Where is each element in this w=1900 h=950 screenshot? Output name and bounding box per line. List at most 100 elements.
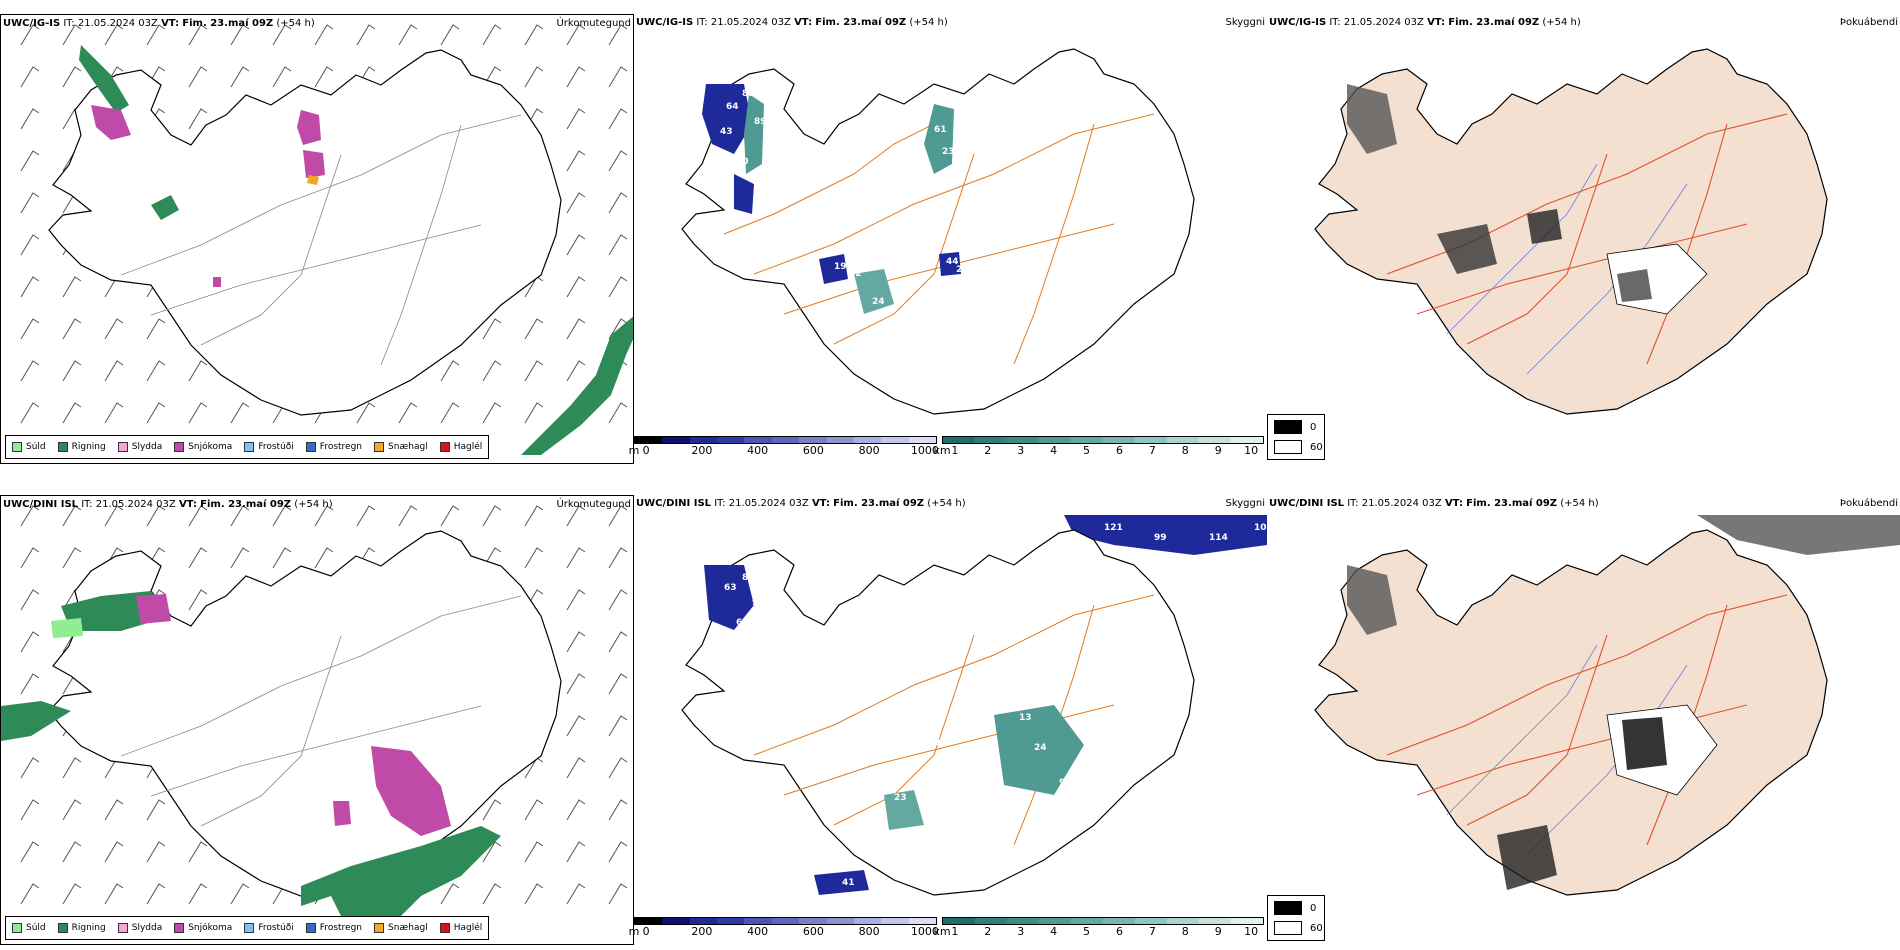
wind-barb xyxy=(272,505,292,527)
colorbar-segment xyxy=(908,918,936,924)
wind-barb xyxy=(20,108,40,130)
wind-barb xyxy=(524,547,544,569)
colorbar-segment xyxy=(662,437,690,443)
legend-item: Snæhagl xyxy=(374,923,428,933)
wind-barb xyxy=(482,402,502,424)
wind-barb xyxy=(62,841,82,863)
wind-barb xyxy=(608,192,628,214)
roads xyxy=(120,595,522,827)
wind-barb xyxy=(188,589,208,611)
legend-item: Snjókoma xyxy=(174,442,232,452)
fog-panel-row1: UWC/IG-IS IT: 21.05.2024 03Z VT: Fim. 23… xyxy=(1267,14,1900,464)
wind-barb xyxy=(104,799,124,821)
wind-barb xyxy=(356,505,376,527)
fog-legend-swatch xyxy=(1274,921,1302,935)
wind-barb xyxy=(566,715,586,737)
wind-barb xyxy=(272,24,292,46)
wind-barb xyxy=(314,66,334,88)
model-name: UWC/IG-IS xyxy=(636,17,694,28)
colorbar-segment xyxy=(1199,918,1231,924)
colorbar-tick-label: 200 xyxy=(691,925,713,938)
wind-barb xyxy=(62,547,82,569)
precip-map-row1 xyxy=(20,24,633,455)
cloud-value: 50 xyxy=(952,167,965,177)
wind-barb xyxy=(608,547,628,569)
wind-barb xyxy=(230,547,250,569)
wind-barb xyxy=(524,883,544,905)
legend-swatch xyxy=(439,923,450,933)
fog-blobs xyxy=(1347,565,1718,890)
wind-barb xyxy=(482,24,502,46)
legend-item: Frostregn xyxy=(305,923,362,933)
wind-barb xyxy=(230,24,250,46)
legend-label: Snjókoma xyxy=(188,923,233,933)
offshore-cloud xyxy=(1064,515,1267,555)
wind-barb xyxy=(272,66,292,88)
fog-legend-row1: 0 60 xyxy=(1267,414,1325,460)
colorbar-tick-label: 800 xyxy=(858,444,880,457)
wind-barb xyxy=(20,402,40,424)
legend-item: Snjókoma xyxy=(174,923,232,933)
wind-barb xyxy=(566,318,586,340)
cloud-value: 92 xyxy=(1059,778,1072,788)
visibility-panel-row2: 121991141056389996692231324925141 UWC/DI… xyxy=(634,495,1267,945)
cloud-value: 43 xyxy=(720,127,733,137)
wind-barb xyxy=(356,24,376,46)
lead-time: (+54 h) xyxy=(1542,17,1581,28)
wind-barb xyxy=(356,402,376,424)
panel-label: Skyggni xyxy=(1225,498,1265,509)
cloud-value: 64 xyxy=(726,102,739,112)
fog-legend-label: 60 xyxy=(1310,922,1323,934)
panel-title: UWC/DINI ISL IT: 21.05.2024 03Z VT: Fim.… xyxy=(636,498,966,509)
panel-label: Þokuábendi xyxy=(1839,17,1898,28)
colorbar-tick-label: 10 xyxy=(1244,444,1259,457)
wind-barb xyxy=(62,883,82,905)
legend-label: Rigning xyxy=(71,923,106,933)
fog-legend-swatch xyxy=(1274,440,1302,454)
iceland-coastline xyxy=(681,529,1195,896)
wind-barb xyxy=(62,360,82,382)
wind-barb xyxy=(230,66,250,88)
wind-barb xyxy=(524,505,544,527)
cloud-value: 99 xyxy=(752,598,765,608)
cloud-base-colorbar-row1: m 0 200 400 600 800 1000 xyxy=(629,436,939,457)
visibility-map-row2: 121991141056389996692231324925141 xyxy=(681,515,1267,896)
vt-value: Fim. 23.maí 09Z xyxy=(200,499,292,510)
legend-item: Rigning xyxy=(57,442,106,452)
precip-blobs xyxy=(1,591,501,936)
cloud-value: 24 xyxy=(1034,743,1047,753)
wind-barb xyxy=(398,24,418,46)
legend-item: Frostúði xyxy=(244,923,294,933)
wind-barb xyxy=(608,318,628,340)
wind-barb xyxy=(20,547,40,569)
it-value: 21.05.2024 03Z xyxy=(95,499,176,510)
wind-barb xyxy=(566,799,586,821)
colorbar-segment xyxy=(744,437,772,443)
wind-barb xyxy=(104,883,124,905)
wind-barb xyxy=(20,757,40,779)
wind-barb xyxy=(566,631,586,653)
wind-barb xyxy=(62,757,82,779)
colorbar-segment xyxy=(799,918,827,924)
colorbar-unit: km xyxy=(933,444,951,457)
it-label: IT: xyxy=(696,17,708,28)
wind-barb xyxy=(566,841,586,863)
vt-label: VT: xyxy=(178,499,197,510)
colorbar-segment xyxy=(1039,437,1071,443)
cloud-value: 121 xyxy=(1104,523,1123,533)
colorbar-segment xyxy=(1199,437,1231,443)
wind-barb xyxy=(608,150,628,172)
fog-legend-label: 0 xyxy=(1310,421,1317,433)
colorbar-tick-label: 8 xyxy=(1181,444,1189,457)
lead-time: (+54 h) xyxy=(276,18,315,29)
fog-legend-row2: 0 60 xyxy=(1267,895,1325,941)
colorbar-segment xyxy=(1167,437,1199,443)
wind-barb xyxy=(20,360,40,382)
precip-type-panel-row2: UWC/DINI ISL IT: 21.05.2024 03Z VT: Fim.… xyxy=(0,495,634,945)
wind-barb xyxy=(566,192,586,214)
wind-barb xyxy=(146,24,166,46)
colorbar-segment xyxy=(1103,437,1135,443)
wind-barb xyxy=(566,547,586,569)
wind-barb xyxy=(104,841,124,863)
